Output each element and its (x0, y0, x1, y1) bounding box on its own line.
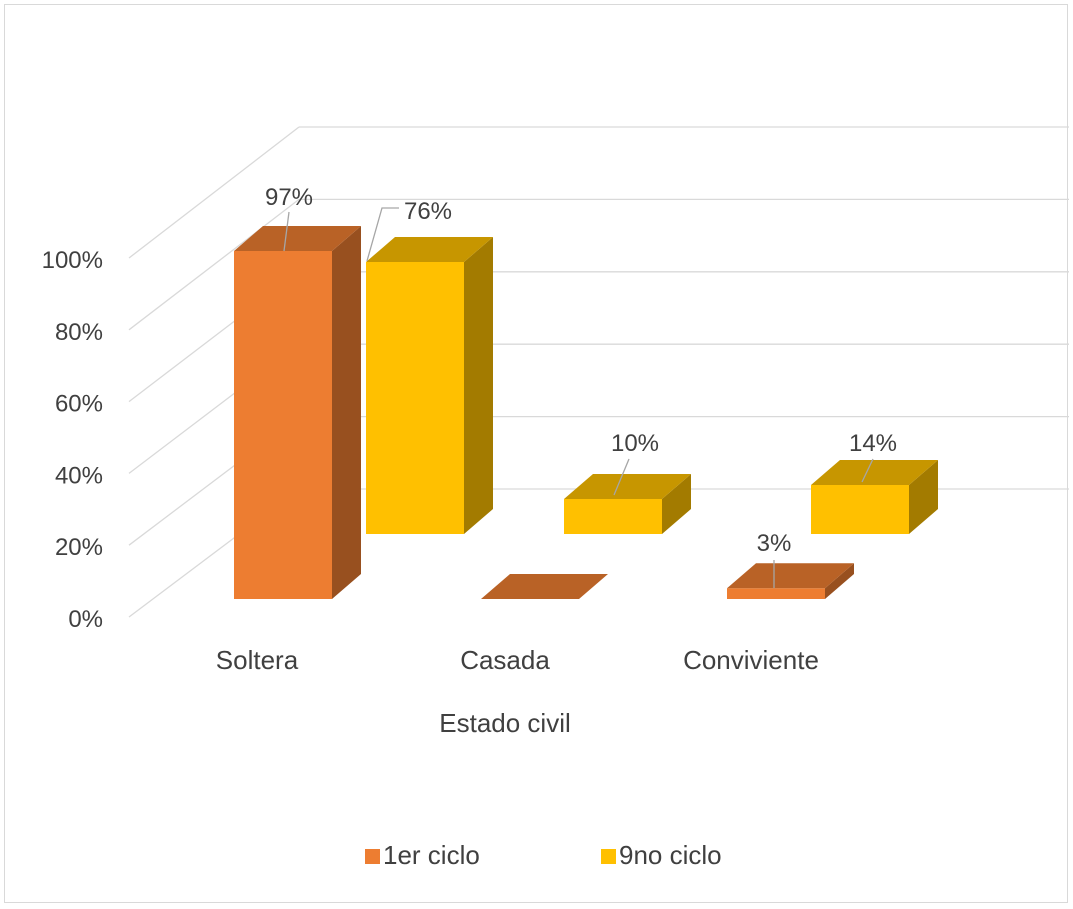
bar-soltera-1er-ciclo-side (332, 226, 361, 599)
bar-soltera-1er-ciclo-top (234, 226, 361, 251)
legend-label-1: 1er ciclo (383, 840, 480, 870)
bar-layer (234, 226, 938, 599)
data-label-conviviente-9no-ciclo: 14% (849, 430, 897, 457)
y-tick-label: 0% (68, 606, 103, 633)
data-label-soltera-1er-ciclo-leader (283, 211, 290, 252)
bar-casada-9no-ciclo-side (662, 474, 691, 534)
gridline-side (128, 126, 300, 259)
data-label-soltera-9no-ciclo: 76% (404, 198, 452, 225)
bar-soltera-9no-ciclo (366, 237, 493, 534)
chart-frame: 0% 20% 40% 60% 80% 100% 97% 76% 10% 14% 3% Solter… (4, 4, 1069, 903)
y-tick-label: 20% (55, 534, 103, 561)
x-tick-label: Soltera (216, 645, 299, 675)
bar-soltera-1er-ciclo-front (234, 251, 332, 599)
x-tick-label: Conviviente (683, 645, 819, 675)
data-label-soltera-9no-ciclo-leader (366, 207, 399, 262)
legend-swatch-1 (365, 849, 380, 864)
data-label-conviviente-1er-ciclo: 3% (757, 530, 792, 557)
data-label-casada-9no-ciclo: 10% (611, 430, 659, 457)
data-label-soltera-1er-ciclo: 97% (265, 184, 313, 211)
bar-casada-1er-ciclo (481, 574, 608, 599)
bar-conviviente-9no-ciclo-top (811, 460, 938, 485)
y-tick-label: 40% (55, 462, 103, 489)
bar-conviviente-1er-ciclo (727, 563, 854, 599)
bar-conviviente-1er-ciclo-top (727, 563, 854, 589)
bar-soltera-1er-ciclo (234, 226, 361, 599)
x-tick-label: Casada (460, 645, 550, 675)
bar-casada-9no-ciclo-front (564, 499, 662, 534)
data-label-casada-9no-ciclo-leader (613, 458, 630, 496)
legend-label-2: 9no ciclo (619, 840, 722, 870)
bar-casada-1er-ciclo-top (481, 574, 608, 599)
legend-swatch-2 (601, 849, 616, 864)
gridline-side (128, 198, 300, 331)
bar-casada-9no-ciclo-top (564, 474, 691, 499)
y-tick-label: 80% (55, 319, 103, 346)
y-tick-label: 100% (42, 247, 103, 274)
bar-conviviente-1er-ciclo-front (727, 588, 825, 599)
chart-svg: 0% 20% 40% 60% 80% 100% 97% 76% 10% 14% 3% Solter… (42, 126, 1069, 870)
x-axis-title: Estado civil (439, 708, 571, 738)
legend: 1er ciclo 9no ciclo (365, 840, 722, 870)
y-tick-label: 60% (55, 391, 103, 418)
data-label-conviviente-9no-ciclo-leader (861, 458, 874, 483)
bar-soltera-9no-ciclo-front (366, 262, 464, 534)
bar-soltera-9no-ciclo-top (366, 237, 493, 262)
bar-soltera-9no-ciclo-side (464, 237, 493, 534)
bar-conviviente-9no-ciclo-side (909, 460, 938, 534)
y-axis-tick-labels: 0% 20% 40% 60% 80% 100% (42, 247, 103, 633)
bar-casada-9no-ciclo (564, 474, 691, 534)
bar-conviviente-1er-ciclo-side (825, 563, 854, 599)
x-axis-tick-labels: Soltera Casada Conviviente (216, 645, 819, 675)
data-label-layer: 97% 76% 10% 14% 3% (265, 184, 897, 588)
bar-conviviente-9no-ciclo-front (811, 485, 909, 534)
bar-conviviente-9no-ciclo (811, 460, 938, 534)
